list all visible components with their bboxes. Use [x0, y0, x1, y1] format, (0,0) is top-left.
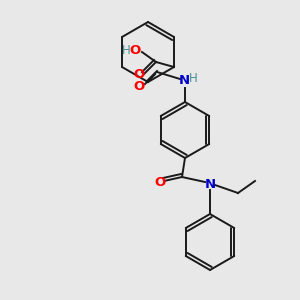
Text: N: N	[178, 74, 190, 88]
Text: H: H	[189, 71, 197, 85]
Text: O: O	[134, 80, 145, 94]
Text: H: H	[122, 44, 130, 58]
Text: O: O	[134, 68, 145, 82]
Text: O: O	[129, 44, 141, 58]
Text: N: N	[204, 178, 216, 191]
Text: O: O	[154, 176, 166, 188]
